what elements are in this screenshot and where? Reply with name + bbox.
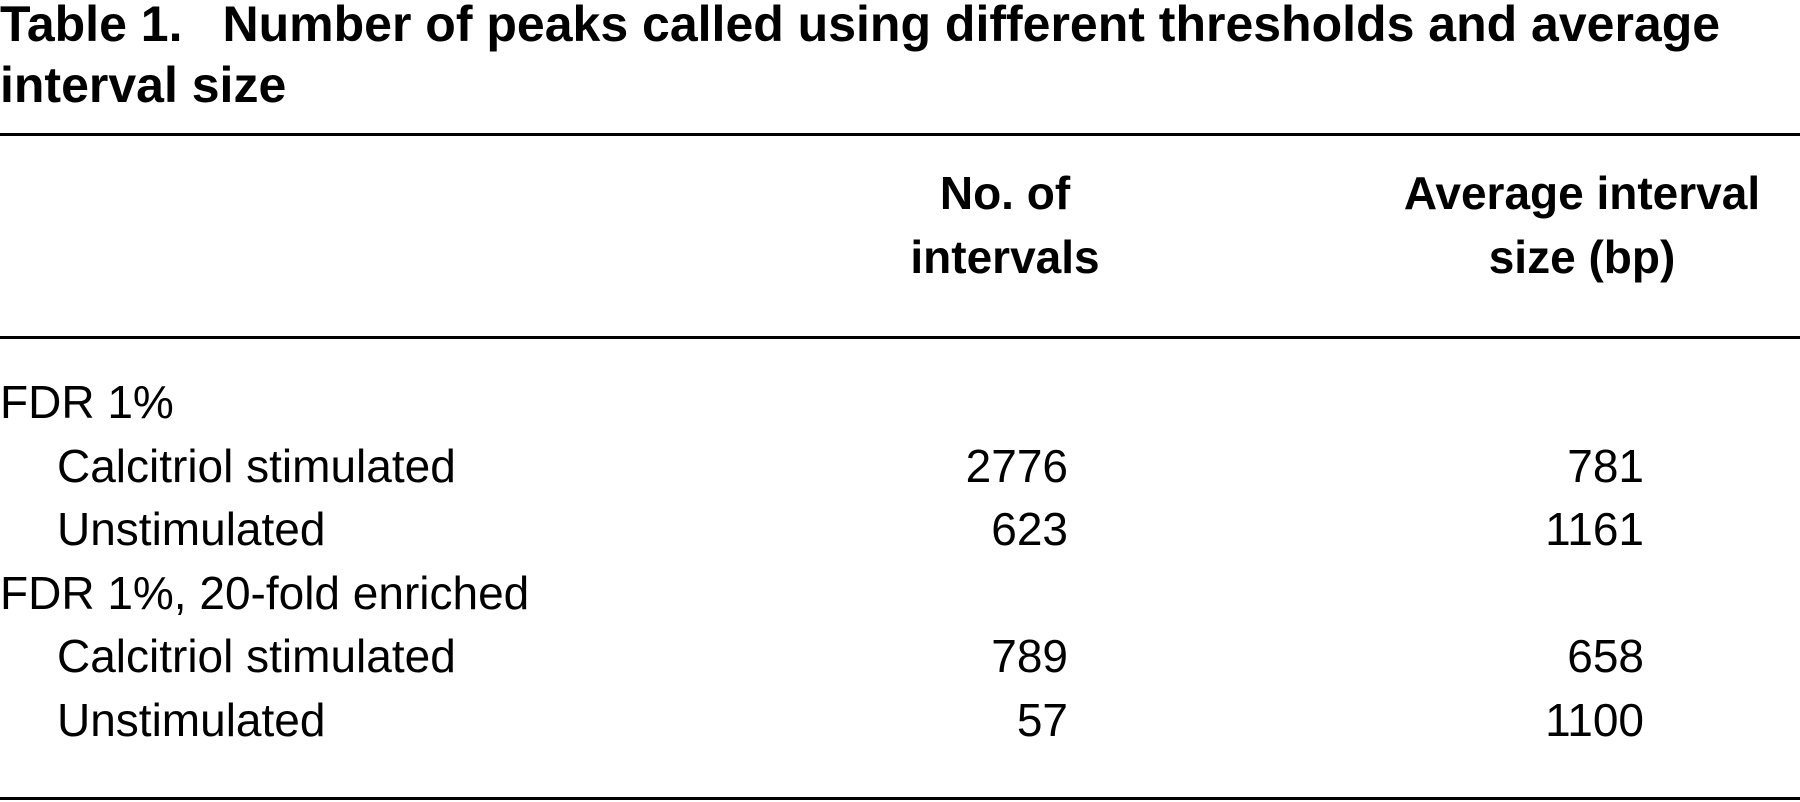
cell-value: 1161 [1545, 503, 1644, 555]
cell-value: 658 [1567, 630, 1644, 682]
group-label: FDR 1% [0, 376, 174, 428]
header-rule [0, 336, 1800, 339]
column-header: Average interval size (bp) [1403, 167, 1761, 283]
row-label: Unstimulated [57, 503, 326, 555]
group-label: FDR 1%, 20-fold enriched [0, 566, 530, 619]
title-text: Number of peaks called using different t… [0, 0, 1721, 113]
cell-value: 781 [1567, 439, 1644, 492]
cell-value: 789 [991, 630, 1068, 682]
bottom-rule [0, 797, 1800, 800]
top-rule [0, 133, 1800, 136]
table-label: Table 1. [0, 0, 183, 52]
table-title: Table 1. Number of peaks called using dif… [0, 0, 1770, 116]
cell-value: 1100 [1545, 693, 1644, 746]
row-label: Calcitriol stimulated [57, 439, 456, 492]
cell-value: 623 [991, 503, 1068, 555]
cell-value: 2776 [965, 439, 1068, 492]
row-label: Unstimulated [57, 693, 326, 746]
column-header: No. of intervals [910, 167, 1100, 283]
cell-value: 57 [1016, 693, 1068, 746]
row-label: Calcitriol stimulated [57, 630, 456, 682]
